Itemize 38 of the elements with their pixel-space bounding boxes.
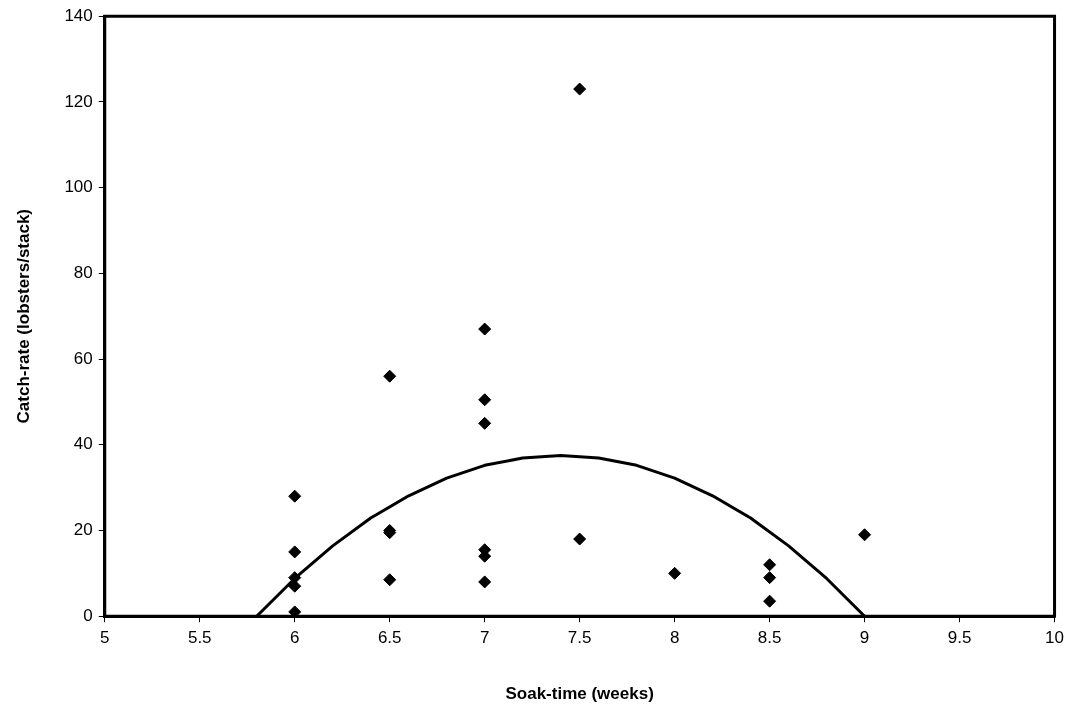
x-tick-label: 6 xyxy=(289,628,300,648)
point xyxy=(288,579,302,593)
point xyxy=(288,545,302,559)
y-axis-title: Catch-rate (lobsters/stack) xyxy=(13,208,33,424)
y-tick-label: 40 xyxy=(73,434,93,454)
point xyxy=(763,571,777,585)
x-tick-label: 8.5 xyxy=(757,628,782,648)
point xyxy=(288,489,302,503)
x-tick-label: 9.5 xyxy=(947,628,972,648)
x-tick-label: 9 xyxy=(859,628,870,648)
y-tick-label: 120 xyxy=(64,91,93,111)
x-tick-label: 7.5 xyxy=(567,628,592,648)
y-tick-label: 0 xyxy=(83,605,93,625)
point xyxy=(478,416,492,430)
point xyxy=(668,566,682,580)
y-tick-label: 60 xyxy=(73,348,93,368)
x-tick-label: 5 xyxy=(100,628,110,648)
y-tick-label: 20 xyxy=(73,520,93,540)
x-tick-label: 7 xyxy=(479,628,490,648)
x-tick-label: 8 xyxy=(669,628,680,648)
point xyxy=(573,532,587,546)
y-tick-label: 140 xyxy=(64,5,93,25)
y-tick-label: 100 xyxy=(64,177,93,197)
point xyxy=(478,575,492,589)
y-tick-label: 80 xyxy=(73,263,93,283)
point xyxy=(383,369,397,383)
point xyxy=(478,322,492,336)
point xyxy=(573,82,587,96)
x-tick-label: 6.5 xyxy=(377,628,402,648)
point xyxy=(478,393,492,407)
point xyxy=(763,558,777,572)
point xyxy=(288,605,302,617)
point xyxy=(383,573,397,587)
point xyxy=(858,528,872,542)
x-tick-label: 10 xyxy=(1045,628,1065,648)
point xyxy=(763,594,777,608)
x-tick-label: 5.5 xyxy=(187,628,212,648)
x-axis-title: Soak-time (weeks) xyxy=(505,684,654,704)
